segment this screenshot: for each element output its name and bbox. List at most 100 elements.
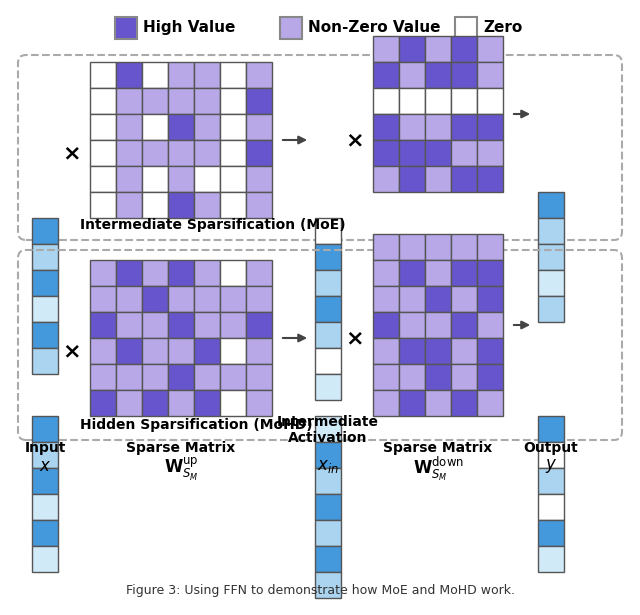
Text: $\mathbf{W}^{\mathrm{down}}_{S_M}$: $\mathbf{W}^{\mathrm{down}}_{S_M}$ bbox=[413, 454, 463, 483]
FancyBboxPatch shape bbox=[90, 88, 116, 114]
FancyBboxPatch shape bbox=[451, 338, 477, 364]
Text: Output: Output bbox=[524, 441, 579, 455]
Text: $x_{in}$: $x_{in}$ bbox=[317, 457, 339, 475]
FancyBboxPatch shape bbox=[116, 192, 142, 218]
FancyBboxPatch shape bbox=[194, 286, 220, 312]
FancyBboxPatch shape bbox=[194, 364, 220, 390]
FancyBboxPatch shape bbox=[142, 114, 168, 140]
FancyBboxPatch shape bbox=[116, 338, 142, 364]
FancyBboxPatch shape bbox=[538, 494, 564, 520]
FancyBboxPatch shape bbox=[315, 374, 341, 400]
Text: Input: Input bbox=[24, 441, 66, 455]
FancyBboxPatch shape bbox=[246, 192, 272, 218]
FancyBboxPatch shape bbox=[32, 218, 58, 244]
FancyBboxPatch shape bbox=[220, 338, 246, 364]
FancyBboxPatch shape bbox=[477, 338, 503, 364]
FancyBboxPatch shape bbox=[451, 62, 477, 88]
FancyBboxPatch shape bbox=[315, 520, 341, 546]
FancyBboxPatch shape bbox=[142, 312, 168, 338]
FancyBboxPatch shape bbox=[477, 390, 503, 416]
FancyBboxPatch shape bbox=[477, 286, 503, 312]
FancyBboxPatch shape bbox=[142, 62, 168, 88]
FancyBboxPatch shape bbox=[194, 88, 220, 114]
FancyBboxPatch shape bbox=[168, 192, 194, 218]
FancyBboxPatch shape bbox=[373, 166, 399, 192]
FancyBboxPatch shape bbox=[538, 218, 564, 244]
FancyBboxPatch shape bbox=[373, 114, 399, 140]
FancyBboxPatch shape bbox=[194, 338, 220, 364]
FancyBboxPatch shape bbox=[246, 140, 272, 166]
FancyBboxPatch shape bbox=[142, 286, 168, 312]
FancyBboxPatch shape bbox=[246, 166, 272, 192]
FancyBboxPatch shape bbox=[425, 140, 451, 166]
FancyBboxPatch shape bbox=[455, 17, 477, 39]
FancyBboxPatch shape bbox=[425, 234, 451, 260]
FancyBboxPatch shape bbox=[115, 17, 137, 39]
FancyBboxPatch shape bbox=[246, 312, 272, 338]
Text: Non-Zero Value: Non-Zero Value bbox=[308, 20, 440, 34]
Text: Intermediate Sparsification (MoE): Intermediate Sparsification (MoE) bbox=[80, 218, 346, 232]
FancyBboxPatch shape bbox=[142, 338, 168, 364]
FancyBboxPatch shape bbox=[477, 88, 503, 114]
FancyBboxPatch shape bbox=[246, 364, 272, 390]
FancyBboxPatch shape bbox=[538, 546, 564, 572]
FancyBboxPatch shape bbox=[194, 390, 220, 416]
Text: High Value: High Value bbox=[143, 20, 236, 34]
Text: Intermediate
Activation: Intermediate Activation bbox=[277, 415, 379, 445]
FancyBboxPatch shape bbox=[399, 36, 425, 62]
FancyBboxPatch shape bbox=[168, 166, 194, 192]
FancyBboxPatch shape bbox=[116, 166, 142, 192]
FancyBboxPatch shape bbox=[194, 114, 220, 140]
FancyBboxPatch shape bbox=[90, 62, 116, 88]
FancyBboxPatch shape bbox=[220, 166, 246, 192]
FancyBboxPatch shape bbox=[425, 338, 451, 364]
FancyBboxPatch shape bbox=[373, 338, 399, 364]
FancyBboxPatch shape bbox=[142, 260, 168, 286]
Text: Zero: Zero bbox=[483, 20, 522, 34]
Text: ×: × bbox=[346, 328, 364, 348]
FancyBboxPatch shape bbox=[90, 166, 116, 192]
FancyBboxPatch shape bbox=[538, 416, 564, 442]
FancyBboxPatch shape bbox=[451, 364, 477, 390]
FancyBboxPatch shape bbox=[399, 166, 425, 192]
FancyBboxPatch shape bbox=[194, 140, 220, 166]
Text: ×: × bbox=[346, 130, 364, 150]
FancyBboxPatch shape bbox=[425, 62, 451, 88]
FancyBboxPatch shape bbox=[399, 234, 425, 260]
FancyBboxPatch shape bbox=[220, 260, 246, 286]
FancyBboxPatch shape bbox=[477, 260, 503, 286]
FancyBboxPatch shape bbox=[32, 270, 58, 296]
FancyBboxPatch shape bbox=[32, 244, 58, 270]
FancyBboxPatch shape bbox=[32, 442, 58, 468]
FancyBboxPatch shape bbox=[425, 166, 451, 192]
FancyBboxPatch shape bbox=[220, 140, 246, 166]
FancyBboxPatch shape bbox=[425, 88, 451, 114]
FancyBboxPatch shape bbox=[194, 166, 220, 192]
FancyBboxPatch shape bbox=[90, 286, 116, 312]
FancyBboxPatch shape bbox=[32, 468, 58, 494]
FancyBboxPatch shape bbox=[32, 322, 58, 348]
Text: Sparse Matrix: Sparse Matrix bbox=[383, 441, 493, 455]
FancyBboxPatch shape bbox=[116, 62, 142, 88]
FancyBboxPatch shape bbox=[451, 390, 477, 416]
FancyBboxPatch shape bbox=[538, 520, 564, 546]
FancyBboxPatch shape bbox=[168, 88, 194, 114]
Text: Hidden Sparsification (MoHD): Hidden Sparsification (MoHD) bbox=[80, 418, 312, 432]
FancyBboxPatch shape bbox=[399, 390, 425, 416]
FancyBboxPatch shape bbox=[142, 192, 168, 218]
FancyBboxPatch shape bbox=[32, 520, 58, 546]
FancyBboxPatch shape bbox=[32, 348, 58, 374]
FancyBboxPatch shape bbox=[425, 260, 451, 286]
FancyBboxPatch shape bbox=[220, 192, 246, 218]
FancyBboxPatch shape bbox=[373, 62, 399, 88]
FancyBboxPatch shape bbox=[451, 140, 477, 166]
FancyBboxPatch shape bbox=[194, 62, 220, 88]
FancyBboxPatch shape bbox=[220, 390, 246, 416]
FancyBboxPatch shape bbox=[32, 494, 58, 520]
FancyBboxPatch shape bbox=[451, 234, 477, 260]
FancyBboxPatch shape bbox=[32, 546, 58, 572]
FancyBboxPatch shape bbox=[538, 192, 564, 218]
FancyBboxPatch shape bbox=[538, 296, 564, 322]
FancyBboxPatch shape bbox=[451, 312, 477, 338]
FancyBboxPatch shape bbox=[220, 62, 246, 88]
